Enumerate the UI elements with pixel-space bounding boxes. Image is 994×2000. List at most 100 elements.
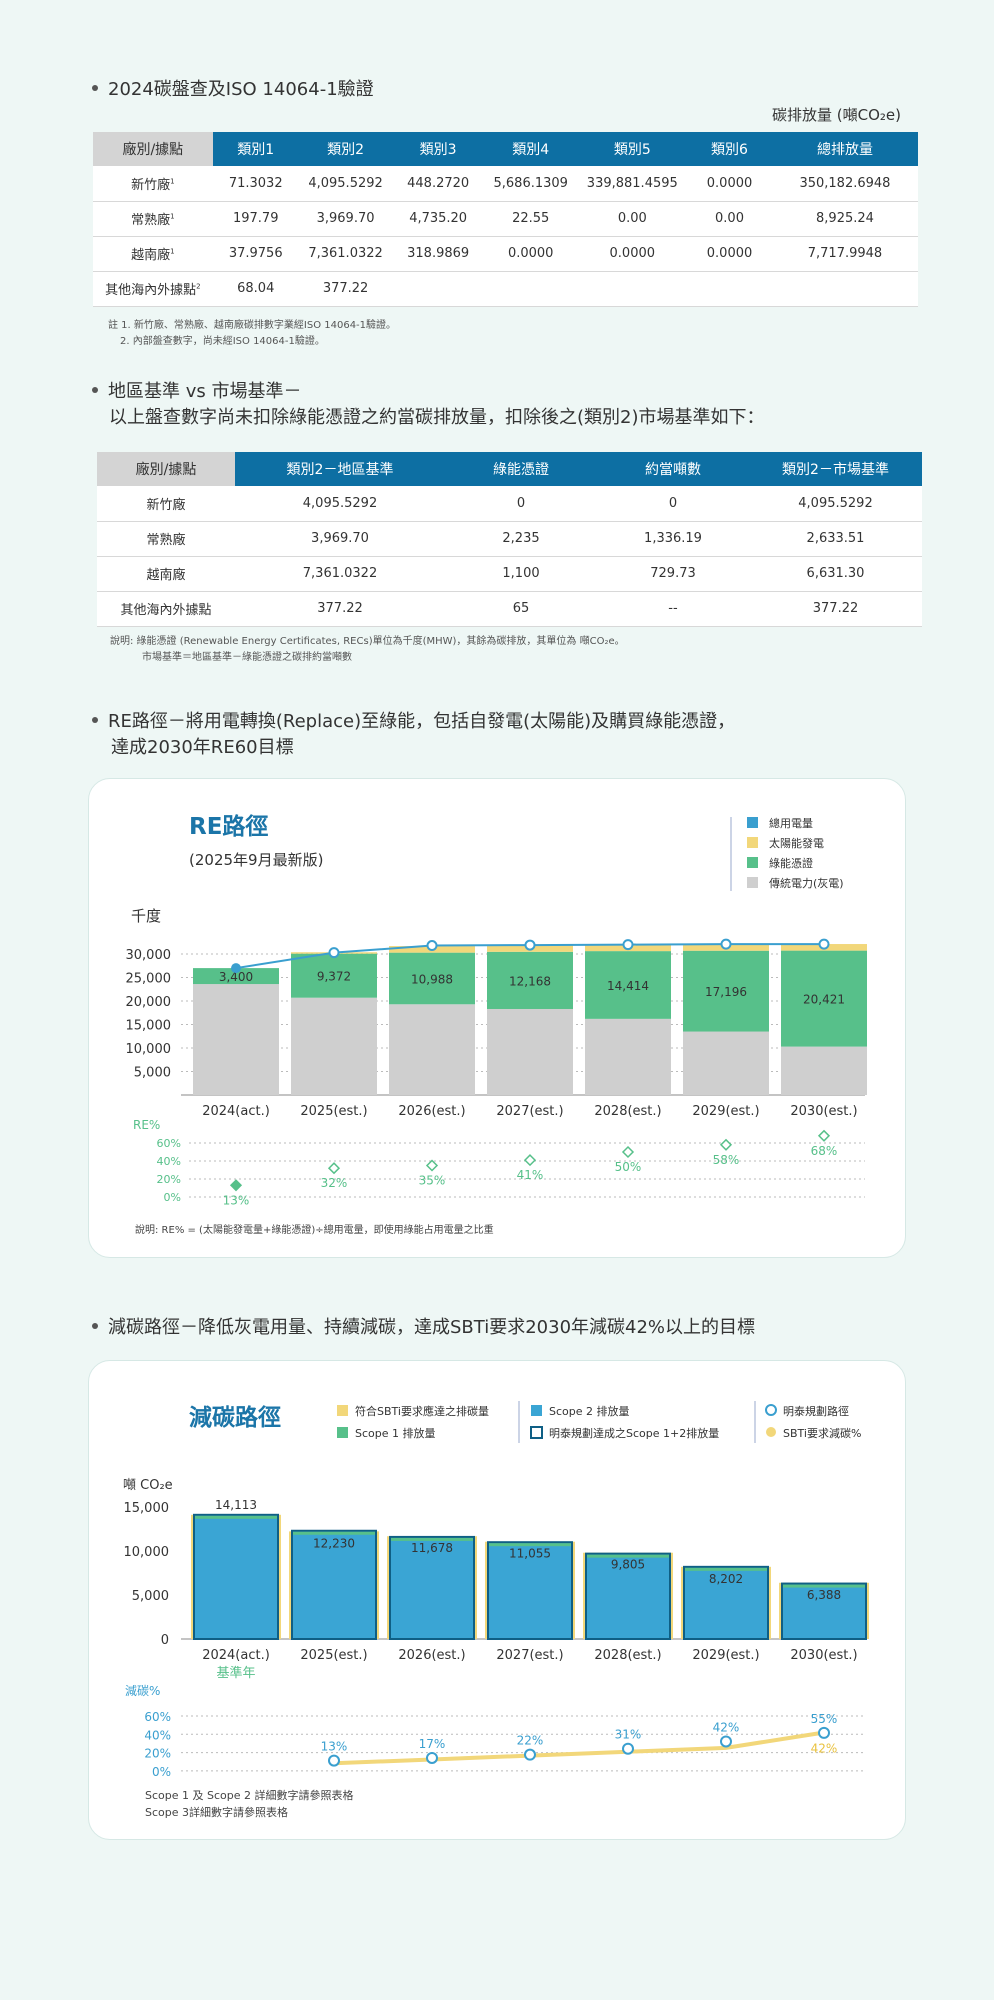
bar-grey-power [291, 997, 377, 1095]
planned-reduction-label: 17% [419, 1737, 446, 1751]
footnote-mark: 2 [196, 282, 201, 291]
bar-grey-power [585, 1018, 671, 1095]
re-percent-point [425, 1159, 439, 1172]
co2-chart-note: Scope 1 及 Scope 2 詳細數字請參照表格 [145, 1788, 354, 1802]
legend-swatch [747, 857, 758, 868]
y-tick-label: 15,000 [126, 1019, 172, 1034]
column-header: 廠別/據點 [93, 132, 213, 166]
y-tick-label: 10,000 [124, 1545, 170, 1560]
value-cell: 0.0000 [687, 166, 772, 202]
site-cell: 常熟廠 [97, 521, 235, 557]
bar-grey-power [683, 1031, 769, 1095]
x-tick-label: 2024(act.) [202, 1648, 270, 1663]
bar-rec [487, 951, 573, 1009]
reduction-tick-label: 0% [152, 1765, 171, 1779]
column-header: 類別2－地區基準 [235, 452, 445, 486]
bar-rec [291, 953, 377, 998]
bar-value-label: 11,678 [411, 1541, 453, 1555]
site-cell: 其他海內外據點2 [93, 271, 213, 307]
section3-title-line2: 達成2030年RE60目標 [111, 737, 294, 758]
footnote-mark: 1 [170, 212, 175, 221]
section2-title-line1: 地區基準 vs 市場基準－ [108, 381, 302, 402]
bar-scope2 [781, 1582, 867, 1640]
bar-value-label: 12,230 [313, 1536, 355, 1550]
section1-title-text: 2024碳盤查及ISO 14064-1驗證 [108, 79, 374, 100]
co2-chart-note: Scope 3詳細數字請參照表格 [145, 1805, 288, 1819]
y-tick-label: 10,000 [126, 1042, 172, 1057]
table-row: 其他海內外據點2 68.04 377.22 [93, 271, 918, 307]
reduction-tick-label: 60% [144, 1710, 171, 1724]
column-header: 類別1 [212, 132, 299, 166]
value-cell: 318.9869 [392, 236, 484, 272]
reduction-axis-label: 減碳% [125, 1683, 160, 1698]
total-power-point [426, 940, 438, 952]
value-cell: 377.22 [749, 591, 922, 627]
footnote-mark: 1 [170, 177, 175, 186]
value-cell: 4,095.5292 [298, 166, 393, 202]
note-line: 註 1. 新竹廠、常熟廠、越南廠碳排數字業經ISO 14064-1驗證。 [108, 320, 397, 331]
value-cell [687, 271, 772, 307]
bar-grey-power [193, 984, 279, 1095]
value-cell: -- [597, 591, 749, 627]
planned-reduction-point [524, 1748, 536, 1761]
y-tick-label: 0 [161, 1633, 169, 1648]
re-percent-point [817, 1129, 831, 1142]
value-cell: 71.3032 [212, 166, 299, 202]
re-tick-label: 20% [157, 1173, 181, 1186]
site-name: 常熟廠 [131, 213, 171, 228]
value-cell: 377.22 [235, 591, 445, 627]
section2-notes: 說明: 綠能憑證 (Renewable Energy Certificates,… [110, 634, 625, 666]
value-cell: 0 [597, 486, 749, 522]
value-cell: 7,361.0322 [235, 556, 445, 592]
note-line: 市場基準＝地區基準－綠能憑證之碳排約當噸數 [142, 652, 352, 663]
legend-swatch [747, 837, 758, 848]
legend-label: 綠能憑證 [769, 856, 813, 870]
section2-title: 地區基準 vs 市場基準－ [92, 378, 301, 406]
column-header: 類別4 [483, 132, 578, 166]
y-tick-label: 20,000 [126, 995, 172, 1010]
table-row: 越南廠1 37.9756 7,361.0322 318.9869 0.0000 0.000… [93, 236, 918, 272]
bar-scope1 [293, 1531, 375, 1535]
re-tick-label: 0% [164, 1191, 181, 1204]
chart-title: RE路徑 [189, 813, 268, 840]
value-cell: 0.00 [577, 201, 688, 237]
column-header: 類別6 [687, 132, 772, 166]
section4-title-text: 減碳路徑－降低灰電用量、持續減碳，達成SBTi要求2030年減碳42%以上的目標 [108, 1317, 756, 1338]
bullet-dot [92, 717, 98, 723]
table-row: 越南廠 7,361.0322 1,100 729.73 6,631.30 [97, 556, 922, 592]
section1-unit: 碳排放量 (噸CO₂e) [772, 106, 901, 124]
value-cell [577, 271, 688, 307]
planned-reduction-point [622, 1742, 634, 1755]
value-cell [483, 271, 578, 307]
value-cell: 8,925.24 [771, 201, 918, 237]
re-axis-label: RE% [133, 1118, 160, 1132]
bar-rec [585, 951, 671, 1019]
bullet-dot [92, 1323, 98, 1329]
planned-reduction-label: 22% [517, 1734, 544, 1748]
value-cell: 2,633.51 [749, 521, 922, 557]
legend-label: 總用電量 [769, 816, 813, 830]
legend-swatch [766, 1427, 776, 1437]
chart-subtitle: (2025年9月最新版) [189, 851, 323, 869]
re-percent-label: 58% [713, 1153, 740, 1167]
section1-notes: 註 1. 新竹廠、常熟廠、越南廠碳排數字業經ISO 14064-1驗證。 2. … [108, 318, 396, 350]
bar-scope1 [587, 1554, 669, 1558]
value-cell: 4,095.5292 [749, 486, 922, 522]
value-cell: 3,969.70 [298, 201, 393, 237]
legend-label: 傳統電力(灰電) [769, 876, 844, 890]
value-cell: 5,686.1309 [483, 166, 578, 202]
re-path-card: RE路徑 (2025年9月最新版) 總用電量 太陽能發電 綠能憑證 傳統電力(灰電) 千度 3… [88, 778, 906, 1258]
y-tick-label: 5,000 [134, 1066, 171, 1081]
re-percent-label: 13% [223, 1193, 250, 1207]
legend-swatch [765, 1404, 777, 1416]
bar-scope1 [195, 1515, 277, 1519]
value-cell: 0 [445, 486, 597, 522]
re-chart-note: 說明: RE% = (太陽能發電量+綠能憑證)÷總用電量，即使用綠能占用電量之比… [135, 1223, 494, 1236]
x-tick-label: 2026(est.) [398, 1648, 465, 1663]
bar-value-label: 9,805 [611, 1558, 645, 1572]
x-tick-label: 2025(est.) [300, 1648, 367, 1663]
table-row: 常熟廠 3,969.70 2,235 1,336.19 2,633.51 [97, 521, 922, 557]
y-tick-label: 15,000 [124, 1501, 170, 1516]
value-cell: 3,969.70 [235, 521, 445, 557]
bar-rec [781, 950, 867, 1047]
